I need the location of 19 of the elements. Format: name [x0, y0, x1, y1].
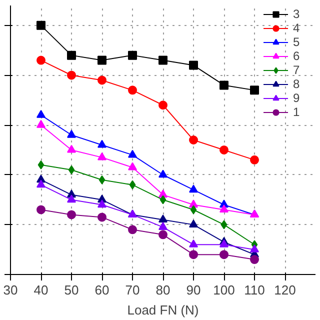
x-tick-label: 120: [274, 282, 296, 298]
x-tick-label: 110: [244, 282, 265, 298]
legend-label: 4: [293, 21, 301, 35]
legend-label: 8: [293, 77, 301, 91]
legend-label: 6: [293, 49, 301, 63]
x-tick-label: 30: [3, 282, 18, 298]
legend-label: 1: [293, 105, 301, 119]
x-tick-label: 90: [186, 282, 201, 298]
x-tick-label: 70: [125, 282, 140, 298]
x-tick-label: 40: [34, 282, 48, 298]
legend-label: 9: [293, 91, 301, 105]
x-tick-label: 60: [94, 282, 110, 298]
x-tick-label: 50: [64, 282, 79, 298]
legend-label: 3: [293, 7, 301, 21]
x-tick-label: 80: [156, 282, 170, 298]
legend-label: 5: [293, 35, 301, 49]
x-axis-title: Load FN (N): [127, 302, 199, 318]
legend-label: 7: [293, 63, 301, 77]
x-tick-label: 100: [213, 282, 235, 298]
